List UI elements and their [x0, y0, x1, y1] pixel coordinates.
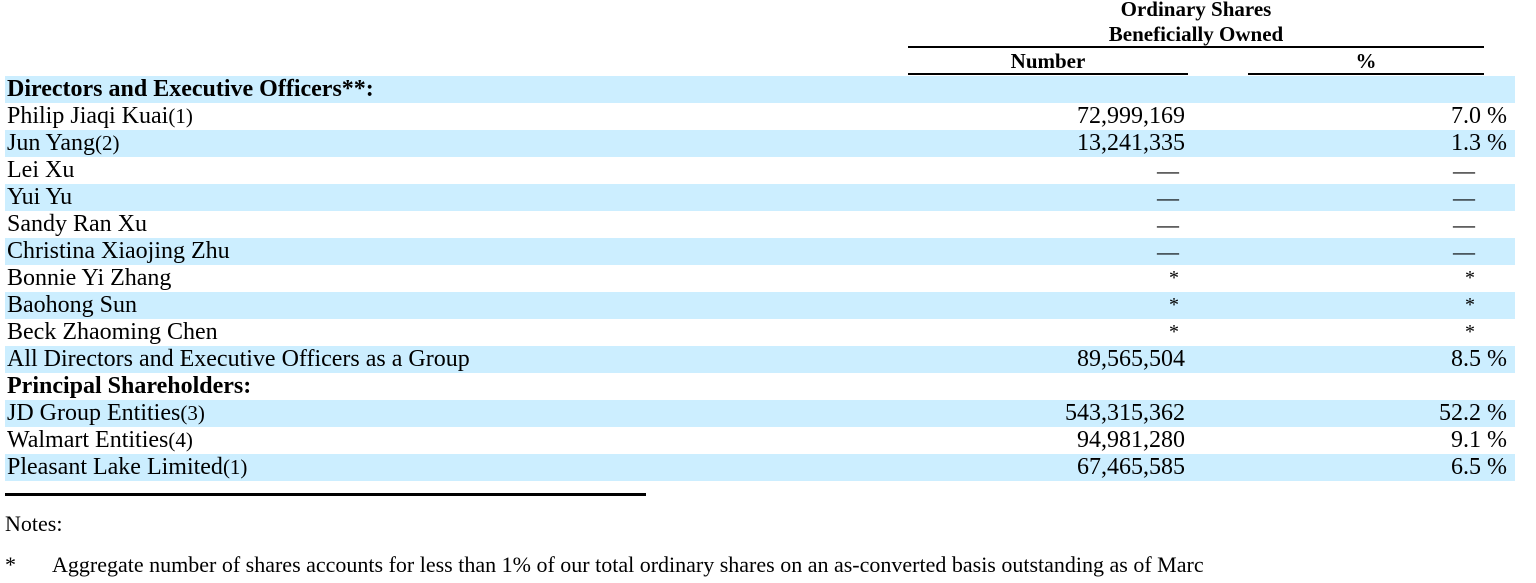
footnote-ref: (3) [180, 401, 205, 425]
cell-percent: * [1465, 321, 1475, 343]
row-label: Bonnie Yi Zhang [7, 265, 171, 292]
cell-percent: — [1453, 212, 1475, 237]
footnote-ref: (1) [168, 104, 193, 128]
cell-number: 67,465,585 [1077, 454, 1185, 480]
row-name: Lei Xu [7, 157, 75, 183]
cell-percent: * [1465, 294, 1475, 316]
row-name: All Directors and Executive Officers as … [7, 346, 470, 372]
column-header-number-underline [908, 73, 1188, 75]
cell-percent: 1.3 % [1451, 130, 1507, 156]
row-name: Walmart Entities [7, 427, 169, 453]
row-label: Walmart Entities(4) [7, 427, 193, 454]
table-row: Pleasant Lake Limited(1) 67,465,585 6.5 % [5, 454, 1515, 481]
cell-number: * [1169, 267, 1179, 289]
footnote-ref: (2) [95, 131, 120, 155]
cell-percent: * [1465, 267, 1475, 289]
cell-number: 13,241,335 [1077, 130, 1185, 156]
table-row: Sandy Ran Xu — — [5, 211, 1515, 238]
row-label: Philip Jiaqi Kuai(1) [7, 103, 193, 130]
row-name: Baohong Sun [7, 292, 138, 318]
table-row: Philip Jiaqi Kuai(1) 72,999,169 7.0 % [5, 103, 1515, 130]
cell-number: 72,999,169 [1077, 103, 1185, 129]
cell-number: * [1169, 321, 1179, 343]
row-name: Principal Shareholders: [7, 373, 252, 399]
row-name: Bonnie Yi Zhang [7, 265, 172, 291]
note-text: Aggregate number of shares accounts for … [52, 552, 1204, 577]
cell-number: 89,565,504 [1077, 346, 1185, 372]
table-row: Beck Zhaoming Chen * * [5, 319, 1515, 346]
table-row: Bonnie Yi Zhang * * [5, 265, 1515, 292]
notes-label: Notes: [5, 511, 63, 536]
cell-number: — [1157, 212, 1179, 237]
row-label: Lei Xu [7, 157, 74, 184]
row-label: Principal Shareholders: [7, 373, 251, 400]
note-item: * Aggregate number of shares accounts for… [5, 552, 1204, 578]
ownership-table: Directors and Executive Officers**: Phili… [5, 76, 1515, 481]
table-row: Jun Yang(2) 13,241,335 1.3 % [5, 130, 1515, 157]
cell-percent: 6.5 % [1451, 454, 1507, 480]
row-label: Pleasant Lake Limited(1) [7, 454, 247, 481]
cell-percent: — [1453, 185, 1475, 210]
table-row: Walmart Entities(4) 94,981,280 9.1 % [5, 427, 1515, 454]
cell-percent: 7.0 % [1451, 103, 1507, 129]
cell-number: 543,315,362 [1065, 400, 1185, 426]
table-row: Christina Xiaojing Zhu — — [5, 238, 1515, 265]
row-name: JD Group Entities [7, 400, 181, 426]
table-row: Baohong Sun * * [5, 292, 1515, 319]
row-label: Christina Xiaojing Zhu [7, 238, 230, 265]
row-name: Christina Xiaojing Zhu [7, 238, 230, 264]
table-section-header: Principal Shareholders: [5, 373, 1515, 400]
footnote-ref: (1) [222, 455, 248, 479]
column-group-title-line2: Beneficially Owned [1108, 22, 1284, 46]
column-header-percent: % [1355, 49, 1377, 73]
note-mark: * [5, 552, 16, 577]
row-label: Beck Zhaoming Chen [7, 319, 218, 346]
column-group-underline [908, 46, 1484, 48]
cell-percent: 52.2 % [1439, 400, 1507, 426]
row-name: Philip Jiaqi Kuai [7, 103, 169, 129]
column-group-title: Ordinary Shares Beneficially Owned [908, 0, 1484, 47]
row-name: Yui Yu [7, 184, 73, 210]
table-row: JD Group Entities(3) 543,315,362 52.2 % [5, 400, 1515, 427]
cell-number: 94,981,280 [1077, 427, 1185, 453]
row-name: Beck Zhaoming Chen [7, 319, 218, 345]
footnote-ref: (4) [168, 428, 193, 452]
cell-number: * [1169, 294, 1179, 316]
cell-percent: 9.1 % [1451, 427, 1507, 453]
row-label: Directors and Executive Officers**: [7, 76, 374, 103]
row-label: JD Group Entities(3) [7, 400, 205, 427]
footnote-rule [5, 493, 646, 496]
row-label: Baohong Sun [7, 292, 137, 319]
table-section-header: Directors and Executive Officers**: [5, 76, 1515, 103]
row-name: Directors and Executive Officers**: [7, 76, 374, 102]
cell-number: — [1157, 185, 1179, 210]
row-label: Sandy Ran Xu [7, 211, 147, 238]
column-header-number: Number [1010, 49, 1086, 73]
row-label: All Directors and Executive Officers as … [7, 346, 470, 373]
row-label: Jun Yang(2) [7, 130, 120, 157]
column-header-percent-underline [1248, 73, 1484, 75]
table-row: Lei Xu — — [5, 157, 1515, 184]
row-name: Sandy Ran Xu [7, 211, 147, 237]
table-row: All Directors and Executive Officers as … [5, 346, 1515, 373]
table-row: Yui Yu — — [5, 184, 1515, 211]
row-name: Pleasant Lake Limited [7, 454, 223, 480]
row-label: Yui Yu [7, 184, 72, 211]
cell-percent: — [1453, 239, 1475, 264]
cell-percent: — [1453, 158, 1475, 183]
cell-number: — [1157, 239, 1179, 264]
column-group-title-line1: Ordinary Shares [1120, 0, 1272, 21]
cell-number: — [1157, 158, 1179, 183]
cell-percent: 8.5 % [1451, 346, 1507, 372]
row-name: Jun Yang [7, 130, 96, 156]
